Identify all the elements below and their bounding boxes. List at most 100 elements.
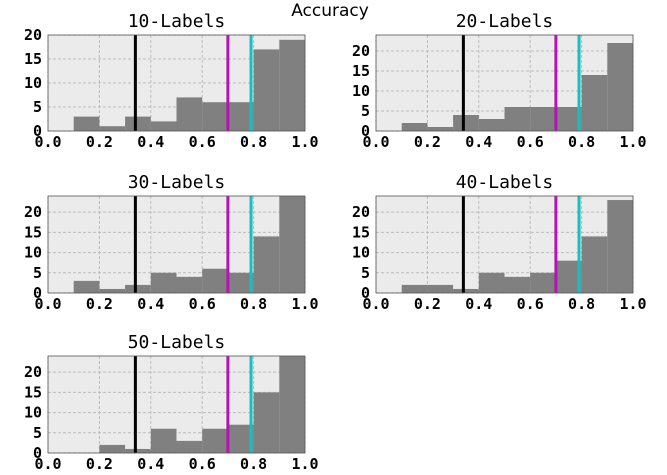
chart2-xtick-label: 0.4 — [465, 133, 492, 151]
chart4-bar-5 — [504, 276, 531, 293]
chart2-bar-7 — [555, 107, 582, 131]
chart1-bar-9 — [279, 39, 305, 131]
chart3-bar-1 — [73, 280, 100, 293]
chart2-bar-6 — [530, 107, 556, 131]
chart5-xtick-label: 0.4 — [137, 455, 164, 473]
chart1-ytick-label: 10 — [24, 74, 42, 92]
chart5-bar-3 — [125, 448, 151, 453]
chart3-bar-5 — [176, 276, 203, 293]
chart4-bar-4 — [478, 272, 505, 293]
chart5-title: 50-Labels — [128, 332, 226, 353]
chart3-ytick-label: 10 — [24, 244, 42, 262]
chart5-xtick-label: 0.8 — [240, 455, 267, 473]
chart4-title: 40-Labels — [456, 172, 554, 193]
chart3-ytick-label: 0 — [33, 284, 42, 302]
chart2-xtick-label: 0.0 — [362, 133, 389, 151]
chart4-ytick-label: 20 — [352, 203, 370, 221]
chart1-xtick-label: 0.6 — [189, 133, 216, 151]
chart4-bar-3 — [453, 288, 479, 293]
chart3-xtick-label: 0.8 — [240, 295, 267, 313]
chart1-bar-4 — [150, 121, 177, 131]
chart5-ytick-label: 10 — [24, 404, 42, 422]
chart5-ytick-label: 5 — [33, 424, 42, 442]
chart1-title: 10-Labels — [128, 11, 226, 32]
chart4-xtick-label: 0.4 — [465, 295, 492, 313]
chart1-ytick-label: 5 — [33, 98, 42, 116]
chart2-bar-2 — [427, 127, 454, 131]
chart1-ytick-label: 0 — [33, 122, 42, 140]
chart5-bar-5 — [176, 440, 203, 453]
chart4-ytick-label: 10 — [352, 244, 370, 262]
chart5-bar-2 — [99, 444, 126, 453]
chart5-bar-6 — [202, 428, 228, 453]
chart3-bar-2 — [99, 288, 126, 293]
chart1-xtick-label: 1.0 — [291, 133, 318, 151]
chart3-xtick-label: 1.0 — [291, 295, 318, 313]
chart3-xtick-label: 0.0 — [34, 295, 61, 313]
chart1-bar-3 — [125, 116, 151, 131]
chart2-bar-3 — [453, 115, 479, 131]
chart5-xtick-label: 0.0 — [34, 455, 61, 473]
chart4-bar-8 — [581, 236, 608, 293]
chart5-ytick-label: 20 — [24, 363, 42, 381]
chart4-bar-7 — [555, 260, 582, 293]
chart5-frame — [47, 355, 306, 454]
chart5-xtick-label: 1.0 — [291, 455, 318, 473]
chart3-ytick-label: 20 — [24, 203, 42, 221]
chart3-bar-3 — [125, 284, 151, 293]
chart3-xtick-label: 0.2 — [86, 295, 113, 313]
chart2-xtick-label: 0.8 — [568, 133, 595, 151]
chart3-ytick-label: 15 — [24, 223, 42, 241]
chart1-bar-5 — [176, 97, 203, 131]
chart3-bar-7 — [227, 272, 254, 293]
chart2-frame — [375, 34, 634, 132]
chart5-bar-7 — [227, 424, 254, 453]
chart1-bar-7 — [227, 102, 254, 131]
chart2-bar-8 — [581, 75, 608, 131]
chart2-ytick-label: 10 — [352, 82, 370, 100]
chart1-bar-8 — [253, 49, 280, 131]
chart4-xtick-label: 0.2 — [414, 295, 441, 313]
chart4-xtick-label: 0.0 — [362, 295, 389, 313]
chart1-xtick-label: 0.0 — [34, 133, 61, 151]
chart1-bar-1 — [73, 116, 100, 131]
chart1-bar-2 — [99, 126, 126, 131]
chart4-xtick-label: 1.0 — [619, 295, 646, 313]
chart2-title: 20-Labels — [456, 11, 554, 32]
chart4-ytick-label: 15 — [352, 223, 370, 241]
chart1-bar-6 — [202, 102, 228, 131]
figure-title: Accuracy — [291, 1, 369, 21]
chart2-bar-5 — [504, 107, 531, 131]
chart4-xtick-label: 0.6 — [517, 295, 544, 313]
chart1-xtick-label: 0.4 — [137, 133, 164, 151]
chart5-xtick-label: 0.6 — [189, 455, 216, 473]
chart2-xtick-label: 0.2 — [414, 133, 441, 151]
chart1-frame — [47, 34, 306, 132]
chart2-xtick-label: 0.6 — [517, 133, 544, 151]
chart2-bar-9 — [607, 43, 633, 131]
chart2-ytick-label: 0 — [361, 122, 370, 140]
chart5-ytick-label: 0 — [33, 444, 42, 462]
chart2-ytick-label: 5 — [361, 102, 370, 120]
chart5-bar-4 — [150, 428, 177, 453]
chart3-xtick-label: 0.6 — [189, 295, 216, 313]
chart4-xtick-label: 0.8 — [568, 295, 595, 313]
chart3-frame — [47, 195, 306, 294]
chart3-bar-4 — [150, 272, 177, 293]
chart4-bar-1 — [401, 284, 428, 293]
chart3-bar-8 — [253, 236, 280, 293]
chart1-xtick-label: 0.8 — [240, 133, 267, 151]
chart3-title: 30-Labels — [128, 172, 226, 193]
chart1-ytick-label: 20 — [24, 26, 42, 44]
chart2-ytick-label: 15 — [352, 62, 370, 80]
chart5-bar-9 — [279, 356, 305, 453]
chart1-xtick-label: 0.2 — [86, 133, 113, 151]
chart2-bar-1 — [401, 123, 428, 131]
chart4-bar-9 — [607, 200, 633, 293]
chart5-xtick-label: 0.2 — [86, 455, 113, 473]
chart5-ytick-label: 15 — [24, 383, 42, 401]
chart3-bar-6 — [202, 268, 228, 293]
chart4-bar-2 — [427, 284, 454, 293]
